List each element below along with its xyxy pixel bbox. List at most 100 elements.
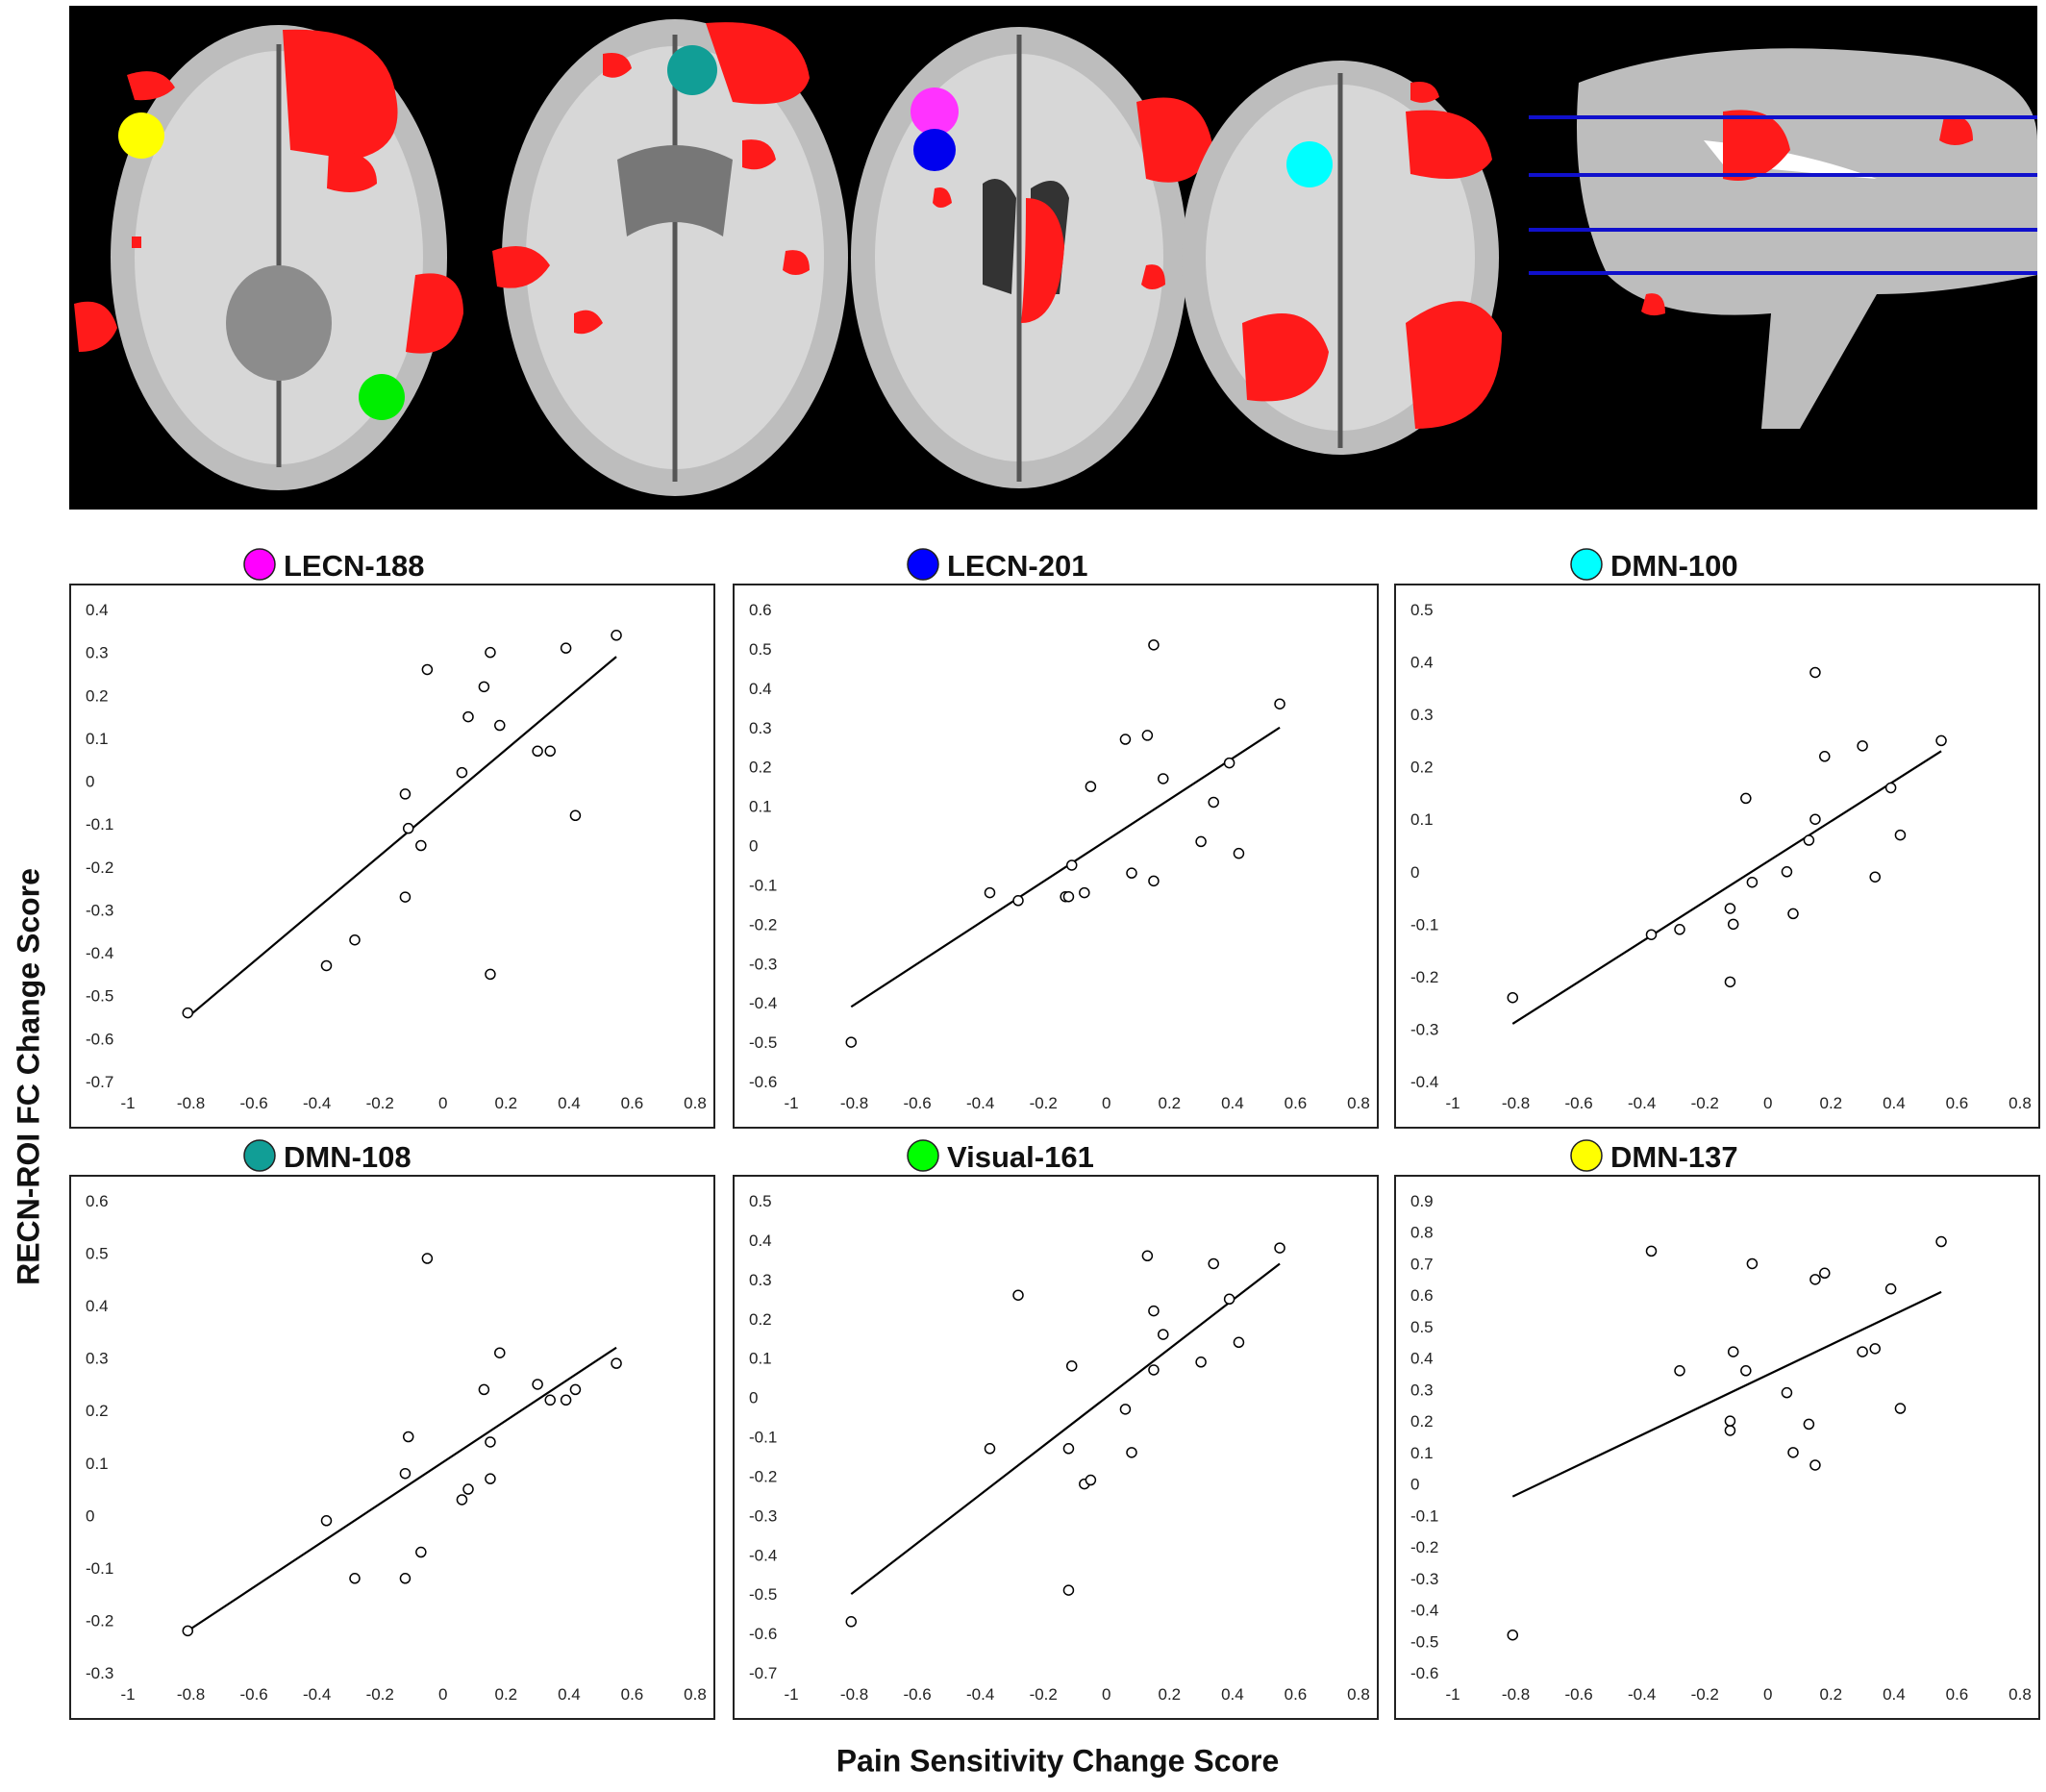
x-tick-label: -0.4 [966,1685,994,1704]
y-tick-label: -0.1 [749,876,777,894]
y-tick-label: 0 [1410,1476,1419,1494]
data-point [1674,924,1685,935]
title-marker-icon [243,548,276,581]
scatter-panel-4: DMN-108 0.6 0.5 0.4 0.3 0.2 0.1 0 -0.1 -0.2 -0.3 -1… [69,1139,715,1720]
y-tick-label: -0.2 [86,859,113,877]
data-point [182,1625,194,1637]
y-tick-label: 0.1 [86,730,109,748]
x-tick-label: 0.4 [1221,1094,1244,1112]
data-point [399,1467,412,1480]
data-point [1195,1356,1207,1368]
data-point [1233,847,1245,859]
panel-frame [1394,1175,2040,1720]
y-tick-label: 0.4 [749,680,772,698]
data-point [1148,1364,1160,1376]
y-tick-label: -0.2 [86,1611,113,1630]
data-point [485,646,496,659]
y-tick-label: 0.1 [1410,1444,1434,1462]
x-tick-label: 0.4 [558,1685,581,1704]
data-point [478,681,490,693]
data-point [485,1436,496,1448]
y-tick-label: 0.4 [1410,1350,1434,1368]
y-tick-label: 0.1 [1410,810,1434,829]
y-tick-label: -0.5 [749,1033,777,1052]
x-tick-label: -0.6 [903,1685,931,1704]
data-point [1857,740,1868,752]
data-point [532,745,543,758]
x-tick-label: -0.8 [840,1094,868,1112]
data-point [1819,1267,1831,1280]
data-point [1223,1293,1235,1306]
data-point [1065,1360,1078,1372]
data-point [1233,1336,1245,1349]
roi-marker-lecn-201 [913,129,956,171]
x-tick-label: 0.6 [621,1094,644,1112]
y-tick-label: 0 [86,1506,94,1525]
data-point [399,891,412,903]
data-point [1727,1346,1739,1357]
y-tick-label: 0.1 [86,1455,109,1473]
regression-line [850,1262,1281,1596]
y-tick-label: 0.3 [86,1350,109,1368]
data-point [1126,1447,1137,1458]
y-tick-label: -0.2 [1410,968,1438,986]
data-point [1787,908,1799,920]
data-point [349,1573,361,1584]
x-tick-label: 0 [1102,1094,1110,1112]
panel-frame [69,584,715,1129]
y-tick-label: -0.3 [1410,1020,1438,1038]
data-point [1085,1474,1097,1486]
y-tick-label: -0.1 [1410,1506,1438,1525]
data-point [845,1036,858,1048]
x-tick-label: 0.2 [1820,1094,1843,1112]
y-tick-label: 0.5 [749,1192,772,1210]
y-tick-label: -0.7 [749,1664,777,1682]
data-point [1141,1250,1154,1262]
regression-line [187,656,617,1018]
y-tick-label: 0.3 [749,719,772,737]
scatter-panel-3: DMN-1000.50.40.30.20.10-0.1-0.2-0.3-0.4-… [1394,548,2040,1129]
panel-frame [1394,584,2040,1129]
data-point [1062,1584,1075,1596]
data-point [1740,1365,1752,1377]
data-point [1781,1386,1793,1399]
title-marker-icon [1570,1139,1603,1172]
x-tick-label: 0.4 [558,1094,581,1112]
x-tick-label: -0.6 [239,1094,267,1112]
data-point [1674,1365,1685,1377]
y-tick-label: -0.2 [1410,1538,1438,1556]
x-tick-label: -0.8 [1502,1685,1530,1704]
data-point [1724,903,1736,914]
y-tick-label: -0.4 [1410,1073,1438,1091]
data-point [456,766,468,779]
data-point [1208,1257,1219,1270]
data-point [1809,1459,1821,1471]
y-tick-label: -0.2 [749,915,777,933]
data-point [478,1383,490,1396]
y-axis-label: RECN-ROI FC Change Score [11,868,46,1285]
x-tick-label: -0.8 [177,1094,205,1112]
data-point [1746,1257,1759,1270]
x-tick-label: -0.6 [1564,1685,1592,1704]
data-point [1119,734,1132,745]
x-tick-label: 0 [1763,1094,1772,1112]
data-point [1869,1343,1881,1355]
data-point [1803,1418,1815,1431]
y-tick-label: 0 [749,837,758,856]
data-point [494,719,506,732]
axial-slice-3 [851,27,1213,488]
panel-frame [733,1175,1379,1720]
y-tick-label: -0.5 [86,987,113,1006]
y-tick-label: 0.4 [749,1232,772,1250]
regression-line [850,726,1281,1008]
x-tick-label: 0.4 [1883,1094,1906,1112]
axial-slice-2 [492,19,848,496]
data-point [1148,1305,1160,1317]
y-tick-label: 0.2 [1410,1412,1434,1431]
data-point [1803,834,1815,846]
data-point [1274,698,1285,709]
data-point [544,745,556,758]
scatter-panel-1: LECN-188 0.4 0.3 0.2 0.1 0 -0.1 -0.2 -0.3 -0.4 -0.… [69,548,715,1129]
data-point [1208,796,1219,809]
data-point [1781,866,1793,878]
